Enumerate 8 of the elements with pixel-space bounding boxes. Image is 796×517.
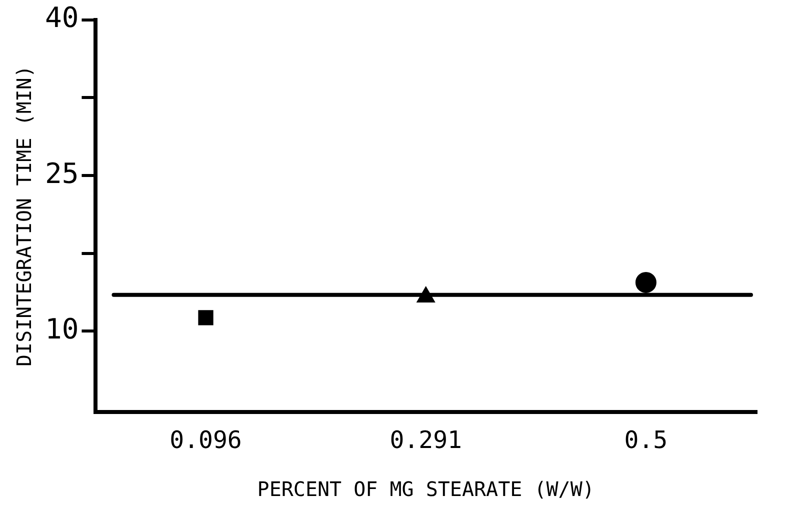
x-tick-label: 0.096 bbox=[170, 426, 242, 454]
y-tick-label: 10 bbox=[44, 312, 79, 346]
y-axis-title: DISINTEGRATION TIME (MIN) bbox=[12, 65, 36, 367]
x-tick-label: 0.5 bbox=[624, 426, 668, 454]
y-tick-label: 40 bbox=[44, 1, 79, 34]
y-tick-label: 25 bbox=[44, 156, 79, 190]
x-tick-label: 0.291 bbox=[390, 426, 462, 454]
x-axis-title: PERCENT OF MG STEARATE (W/W) bbox=[257, 477, 594, 502]
